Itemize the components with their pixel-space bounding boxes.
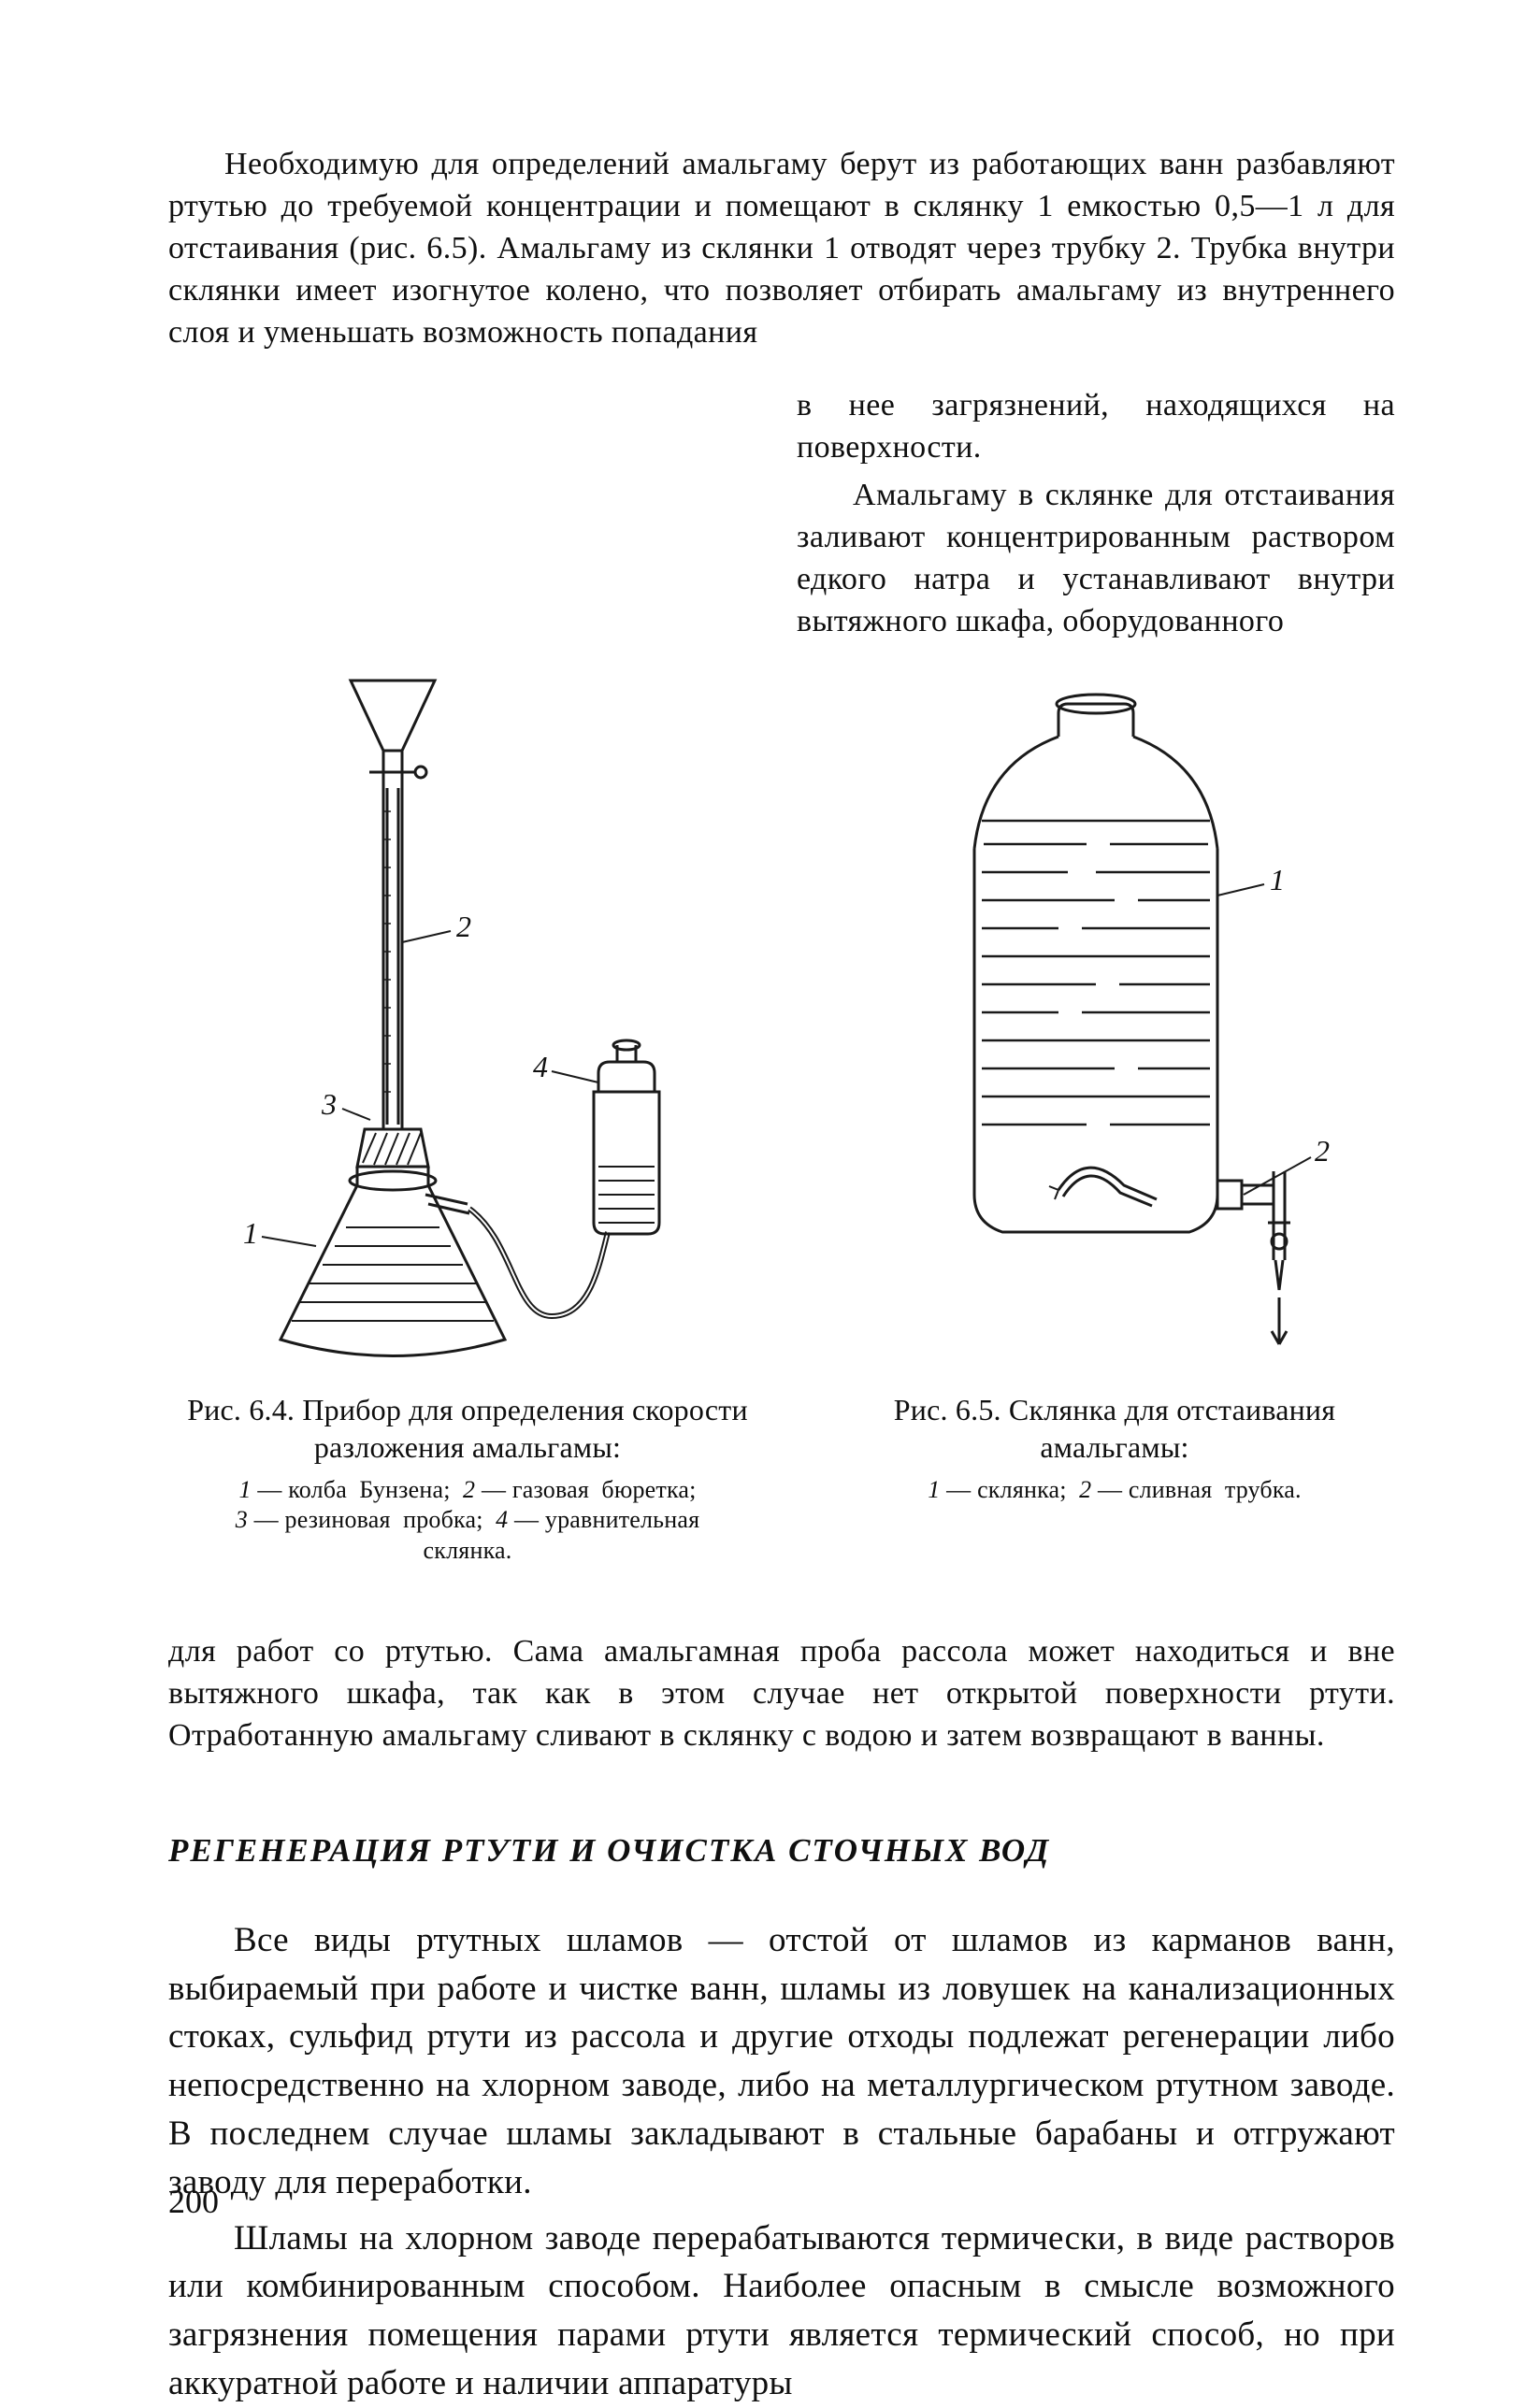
page-number: 200 — [168, 2182, 219, 2221]
mid-paragraph: для работ со ртутью. Сама амальгамная пр… — [168, 1631, 1395, 1757]
fig64-label-4: 4 — [533, 1050, 548, 1083]
top-paragraph: Необходимую для определений амальгаму бе… — [168, 144, 1395, 353]
big-p2: Шламы на хлорном заводе перерабатываются… — [168, 2214, 1395, 2408]
fig64-caption: Рис. 6.4. Прибор для определения скоро­с… — [168, 1391, 767, 1466]
figure-6-4: 1 2 3 4 Рис. 6.4. Прибор для определения… — [168, 662, 767, 1567]
section-heading: РЕГЕНЕРАЦИЯ РТУТИ И ОЧИСТКА СТОЧНЫХ ВОД — [168, 1832, 1395, 1870]
fig64-label-3: 3 — [321, 1087, 337, 1121]
right-col-line2: Амальгаму в склянке для отстаивания зали… — [797, 475, 1395, 643]
right-column: в нее загрязнений, находящихся на поверх… — [797, 385, 1395, 642]
fig65-label-2: 2 — [1315, 1134, 1330, 1168]
right-col-line1: в нее загрязнений, находящихся на поверх… — [797, 388, 1395, 465]
fig65-legend: 1 — склянка; 2 — сливная трубка. — [834, 1475, 1395, 1506]
figure-6-5: 1 2 Рис. 6.5. Склянка для отстаива­ния а… — [834, 662, 1395, 1567]
fig64-label-2: 2 — [456, 910, 471, 943]
apparatus-svg: 1 2 3 4 — [206, 662, 729, 1372]
fig64-legend: 1 — колба Бунзена; 2 — газовая бюретка; … — [168, 1475, 767, 1567]
settling-bottle-svg: 1 2 — [871, 662, 1358, 1372]
big-p1: Все виды ртутных шламов — отстой от шлам… — [168, 1916, 1395, 2207]
page: Необходимую для определений амальгаму бе… — [0, 0, 1526, 2333]
big-body: Все виды ртутных шламов — отстой от шлам… — [168, 1916, 1395, 2408]
fig64-label-1: 1 — [243, 1216, 258, 1250]
fig65-caption: Рис. 6.5. Склянка для отстаива­ния амаль… — [834, 1391, 1395, 1466]
figures-row: 1 2 3 4 Рис. 6.4. Прибор для определения… — [168, 662, 1395, 1567]
fig65-label-1: 1 — [1270, 863, 1285, 896]
